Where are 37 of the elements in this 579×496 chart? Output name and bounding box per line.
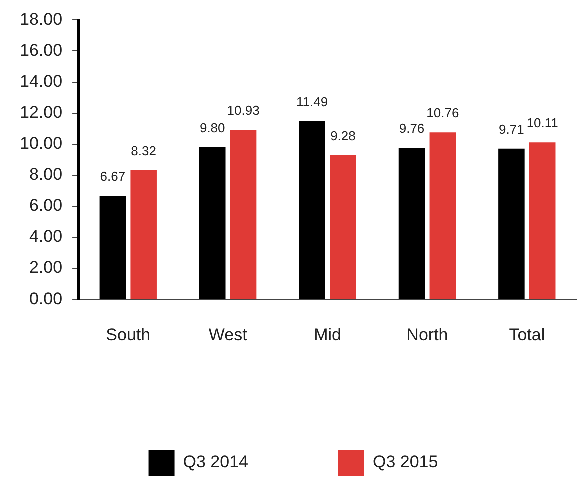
y-tick-label: 14.00 xyxy=(20,72,63,91)
y-tick-label: 18.00 xyxy=(20,10,63,29)
y-tick-label: 10.00 xyxy=(20,134,63,154)
data-label: 10.11 xyxy=(526,116,558,131)
x-tick-label: Mid xyxy=(314,325,342,344)
bar xyxy=(330,156,356,300)
y-tick-label: 6.00 xyxy=(29,196,63,216)
x-tick-label: South xyxy=(106,325,151,344)
legend-label: Q3 2014 xyxy=(183,452,249,472)
legend-label: Q3 2015 xyxy=(373,452,438,472)
data-label: 9.28 xyxy=(330,128,356,144)
bar xyxy=(299,121,326,300)
bar xyxy=(230,130,257,300)
data-label: 10.93 xyxy=(227,103,260,118)
bar xyxy=(498,148,525,300)
data-label: 10.76 xyxy=(426,106,460,121)
data-label: 6.67 xyxy=(100,169,126,184)
bar xyxy=(199,147,226,300)
y-tick-label: 8.00 xyxy=(29,165,63,184)
y-tick-label: 0.00 xyxy=(29,289,63,308)
y-tick-label: 12.00 xyxy=(20,103,63,122)
x-tick-label: Total xyxy=(509,325,546,344)
bar xyxy=(100,196,126,300)
data-label: 8.32 xyxy=(131,144,156,159)
data-label: 9.76 xyxy=(399,121,425,136)
data-label: 9.80 xyxy=(200,120,226,136)
x-tick-label: West xyxy=(208,325,248,344)
y-tick-label: 2.00 xyxy=(29,258,63,278)
bar xyxy=(529,142,556,300)
y-tick-label: 4.00 xyxy=(29,227,63,246)
bar xyxy=(430,132,456,300)
bar xyxy=(398,148,426,300)
x-tick-label: North xyxy=(406,325,448,344)
bar xyxy=(130,170,157,300)
data-label: 9.71 xyxy=(499,122,524,137)
y-tick-label: 16.00 xyxy=(20,40,63,60)
data-label: 11.49 xyxy=(296,94,328,110)
